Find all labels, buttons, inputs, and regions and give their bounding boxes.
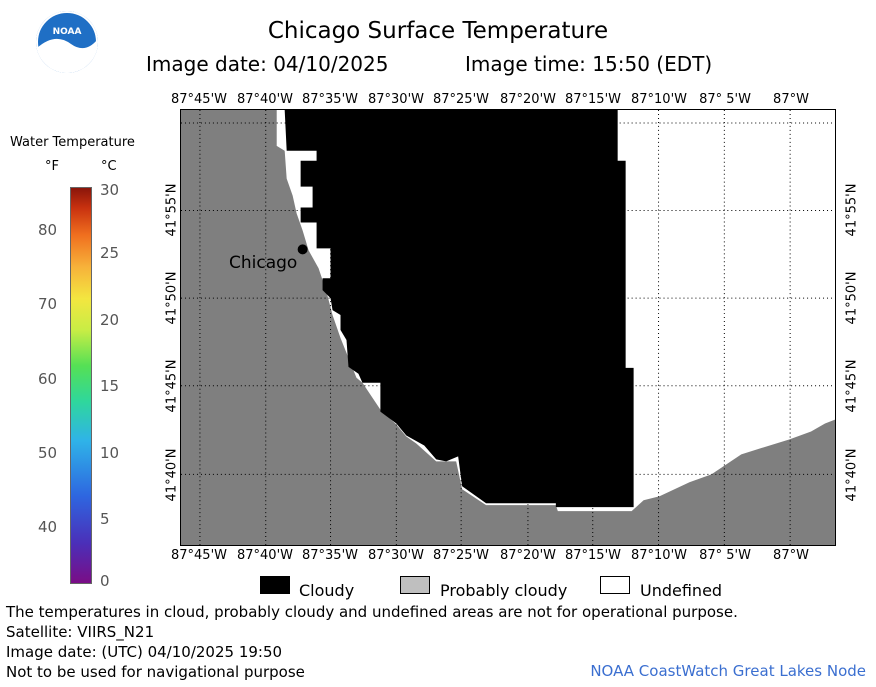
- legend-f-tick: 50: [38, 444, 58, 462]
- lon-label-bottom: 87°35'W: [301, 548, 359, 563]
- lat-label-left: 41°40'N: [164, 448, 180, 502]
- land-area: [181, 110, 835, 545]
- lon-label-bottom: 87°30'W: [367, 548, 425, 563]
- footer-utc-date: Image date: (UTC) 04/10/2025 19:50: [6, 643, 283, 661]
- footer-navigation-warning: Not to be used for navigational purpose: [6, 663, 305, 681]
- key-label-probably-cloudy: Probably cloudy: [440, 581, 568, 600]
- key-label-cloudy: Cloudy: [299, 581, 355, 600]
- footer-satellite: Satellite: VIIRS_N21: [6, 623, 155, 641]
- lon-label-bottom: 87° 5'W: [699, 548, 751, 563]
- footer-notes: The temperatures in cloud, probably clou…: [6, 602, 738, 682]
- legend-c-tick: 25: [100, 244, 120, 262]
- key-label-undefined: Undefined: [640, 581, 723, 600]
- legend-f-tick: 40: [38, 518, 58, 536]
- key-swatch-undefined: [600, 576, 630, 594]
- temperature-colorbar: [70, 187, 92, 584]
- lon-label-bottom: 87°20'W: [499, 548, 557, 563]
- legend-c-tick: 15: [100, 377, 120, 395]
- legend-unit-celsius: °C: [101, 159, 117, 174]
- lon-label-bottom: 87°40'W: [236, 548, 294, 563]
- lon-label-top: 87°20'W: [499, 92, 557, 107]
- lat-label-right: 41°50'N: [844, 271, 860, 325]
- lon-label-bottom: 87°W: [773, 548, 809, 563]
- image-time: Image time: 15:50 (EDT): [465, 52, 713, 76]
- lon-label-top: 87°35'W: [301, 92, 359, 107]
- chicago-marker: [297, 244, 308, 255]
- city-label-chicago: Chicago: [229, 253, 298, 273]
- lon-label-top: 87°40'W: [236, 92, 294, 107]
- map-panel: [180, 109, 836, 546]
- lon-label-top: 87°30'W: [367, 92, 425, 107]
- lat-label-right: 41°45'N: [844, 359, 860, 413]
- lat-label-left: 41°55'N: [164, 183, 180, 237]
- key-swatch-probably-cloudy: [400, 576, 430, 594]
- lat-label-right: 41°55'N: [844, 183, 860, 237]
- legend-c-tick: 0: [100, 572, 110, 590]
- lon-label-top: 87°10'W: [630, 92, 688, 107]
- legend-f-tick: 60: [38, 370, 58, 388]
- lon-label-top: 87°15'W: [564, 92, 622, 107]
- legend-c-tick: 5: [100, 510, 110, 528]
- lat-label-right: 41°40'N: [844, 448, 860, 502]
- lon-label-bottom: 87°45'W: [170, 548, 228, 563]
- graticule: [181, 110, 835, 545]
- legend-unit-fahrenheit: °F: [45, 159, 59, 174]
- legend-c-tick: 30: [100, 181, 120, 199]
- page-title: Chicago Surface Temperature: [267, 18, 609, 44]
- lon-label-bottom: 87°10'W: [630, 548, 688, 563]
- image-date: Image date: 04/10/2025: [146, 52, 389, 76]
- footer-credit: NOAA CoastWatch Great Lakes Node: [590, 662, 866, 680]
- legend-c-tick: 20: [100, 311, 120, 329]
- lon-label-top: 87°25'W: [432, 92, 490, 107]
- lat-label-left: 41°45'N: [164, 359, 180, 413]
- legend-title: Water Temperature: [10, 135, 135, 150]
- key-swatch-cloudy: [260, 576, 290, 594]
- lon-label-bottom: 87°15'W: [564, 548, 622, 563]
- cloudy-area: [284, 110, 634, 508]
- lon-label-bottom: 87°25'W: [432, 548, 490, 563]
- legend-f-tick: 70: [38, 295, 58, 313]
- logo-text: NOAA: [53, 27, 82, 37]
- lon-label-top: 87°45'W: [170, 92, 228, 107]
- legend-c-tick: 10: [100, 444, 120, 462]
- lon-label-top: 87° 5'W: [699, 92, 751, 107]
- footer-disclaimer: The temperatures in cloud, probably clou…: [6, 603, 738, 621]
- legend-f-tick: 80: [38, 221, 58, 239]
- lat-label-left: 41°50'N: [164, 271, 180, 325]
- lon-label-top: 87°W: [773, 92, 809, 107]
- noaa-logo: NOAA: [35, 10, 99, 74]
